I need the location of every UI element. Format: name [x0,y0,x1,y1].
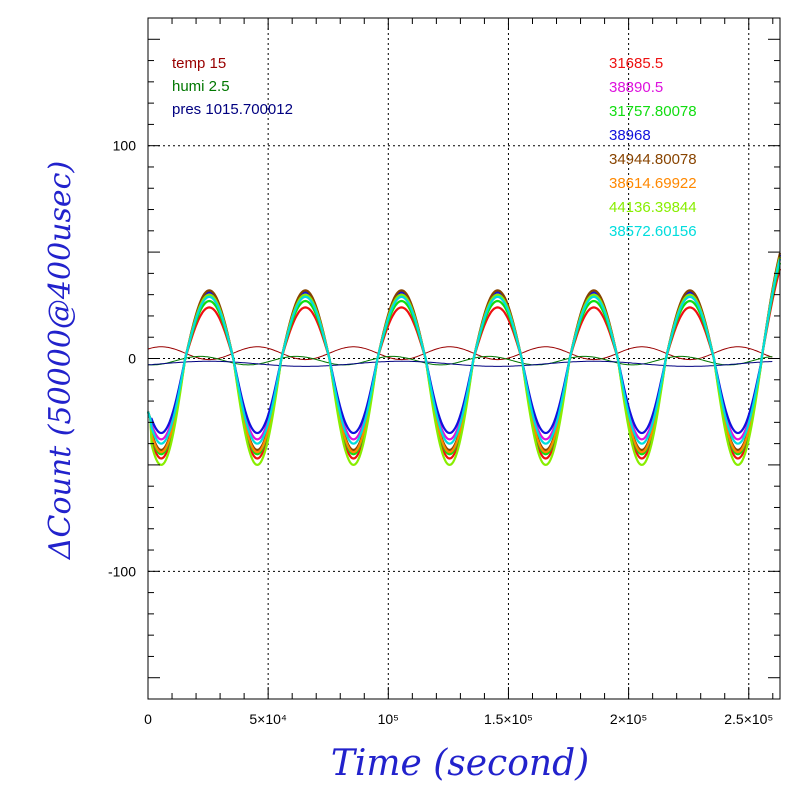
y-tick-label: 0 [128,351,136,367]
axis-ticks: 0 5×10⁴ 10⁵ 1.5×10⁵ 2×10⁵ 2.5×10⁵ 100 0 -100 [108,18,780,727]
series-legend-entry: 38968 [609,127,651,144]
series-legend-entry: 34944.80078 [609,151,697,168]
x-tick-label: 2×10⁵ [610,711,647,727]
env-line-pres [147,360,773,367]
series-legend-entry: 44136.39844 [609,199,697,216]
env-legend: temp 15 humi 2.5 pres 1015.700012 [172,55,293,118]
x-tick-label: 5×10⁴ [249,711,287,727]
series-legend-entry: 31757.80078 [609,103,697,120]
env-legend-entry: humi 2.5 [172,78,230,95]
env-line-temp [147,346,773,361]
x-tick-label: 1.5×10⁵ [484,711,533,727]
series-legend-entry: 38572.60156 [609,223,697,240]
y-tick-label: 100 [113,138,137,154]
series-legend: 31685.5 38890.5 31757.80078 38968 34944.8007… [609,55,697,240]
series-layer [146,252,782,467]
env-legend-entry: pres 1015.700012 [172,101,293,118]
env-line-humi [147,355,773,366]
x-tick-label: 10⁵ [378,711,399,727]
series-legend-entry: 38890.5 [609,79,663,96]
env-legend-entry: temp 15 [172,55,226,72]
series-legend-entry: 31685.5 [609,55,663,72]
y-axis-label: ΔCount (50000@400usec) [43,161,78,560]
series-line-38572.60156 [146,258,782,445]
series-legend-entry: 38614.69922 [609,175,697,192]
x-tick-label: 0 [144,711,152,727]
grid [148,18,780,699]
x-axis-label: Time (second) [331,743,589,784]
x-tick-label: 2.5×10⁵ [724,711,773,727]
y-tick-label: -100 [108,563,136,579]
